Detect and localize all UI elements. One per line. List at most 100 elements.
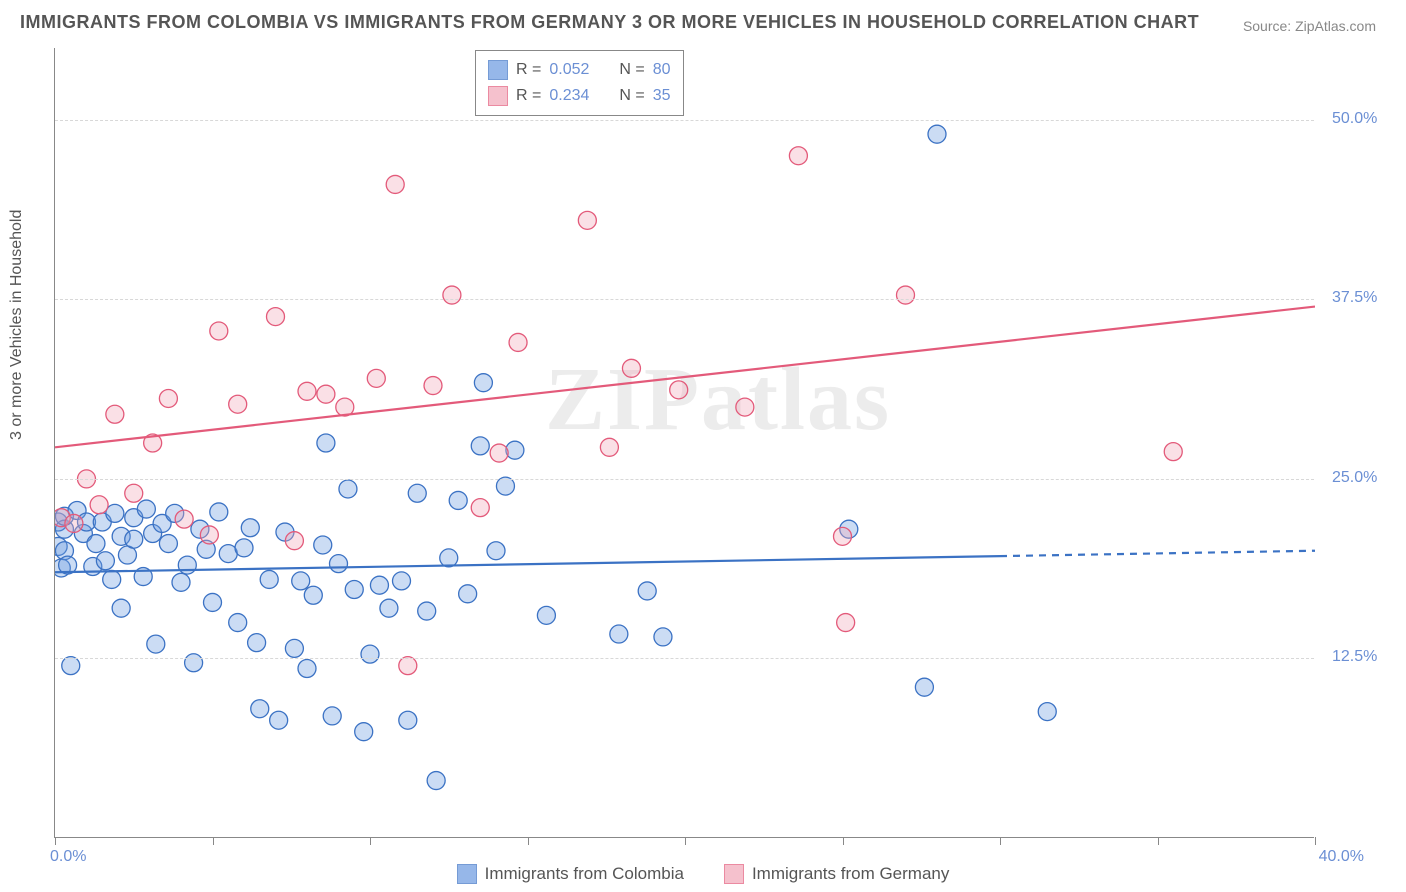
stat-swatch xyxy=(488,60,508,80)
plot-area: ZIPatlas R =0.052N =80R =0.234N =35 xyxy=(54,48,1314,838)
grid-line xyxy=(55,479,1314,480)
legend-item-germany: Immigrants from Germany xyxy=(724,864,949,884)
scatter-point xyxy=(210,322,228,340)
scatter-point xyxy=(298,660,316,678)
scatter-point xyxy=(251,700,269,718)
scatter-point xyxy=(178,556,196,574)
scatter-point xyxy=(459,585,477,603)
scatter-point xyxy=(670,381,688,399)
scatter-point xyxy=(229,614,247,632)
scatter-point xyxy=(386,175,404,193)
scatter-point xyxy=(200,526,218,544)
r-label: R = xyxy=(516,61,541,79)
stat-legend-row: R = 0.234 N = 35 xyxy=(488,83,671,109)
legend-item-colombia: Immigrants from Colombia xyxy=(457,864,684,884)
scatter-point xyxy=(487,542,505,560)
scatter-point xyxy=(443,286,461,304)
scatter-point xyxy=(229,395,247,413)
y-tick-label: 37.5% xyxy=(1332,289,1377,307)
x-tick xyxy=(1315,837,1316,845)
n-value: 35 xyxy=(653,87,671,105)
chart-title: IMMIGRANTS FROM COLOMBIA VS IMMIGRANTS F… xyxy=(20,12,1199,33)
x-tick xyxy=(213,837,214,845)
grid-line xyxy=(55,658,1314,659)
scatter-point xyxy=(285,532,303,550)
scatter-point xyxy=(292,572,310,590)
scatter-point xyxy=(474,374,492,392)
n-label: N = xyxy=(619,87,644,105)
scatter-point xyxy=(370,576,388,594)
scatter-point xyxy=(159,389,177,407)
scatter-point xyxy=(837,614,855,632)
scatter-point xyxy=(298,382,316,400)
scatter-point xyxy=(159,535,177,553)
scatter-point xyxy=(834,527,852,545)
stat-legend-box: R = 0.052 N = 80 R = 0.234 N = 35 xyxy=(475,50,684,116)
scatter-point xyxy=(267,308,285,326)
scatter-point xyxy=(427,772,445,790)
scatter-point xyxy=(424,377,442,395)
scatter-point xyxy=(367,369,385,387)
x-tick xyxy=(1000,837,1001,845)
stat-legend-row: R =0.052N =80 xyxy=(488,57,671,83)
scatter-point xyxy=(87,535,105,553)
scatter-point xyxy=(393,572,411,590)
scatter-point xyxy=(638,582,656,600)
scatter-point xyxy=(600,438,618,456)
trend-line-dashed xyxy=(1000,551,1315,556)
x-tick xyxy=(55,837,56,845)
scatter-point xyxy=(418,602,436,620)
scatter-point xyxy=(235,539,253,557)
scatter-point xyxy=(789,147,807,165)
scatter-point xyxy=(248,634,266,652)
legend-swatch-germany xyxy=(724,864,744,884)
grid-line xyxy=(55,299,1314,300)
grid-line xyxy=(55,120,1314,121)
scatter-point xyxy=(537,606,555,624)
scatter-point xyxy=(440,549,458,567)
scatter-point xyxy=(125,530,143,548)
n-value: 80 xyxy=(653,61,671,79)
scatter-point xyxy=(210,503,228,521)
scatter-point xyxy=(897,286,915,304)
scatter-point xyxy=(408,484,426,502)
scatter-point xyxy=(915,678,933,696)
y-tick-label: 12.5% xyxy=(1332,648,1377,666)
r-label: R = xyxy=(516,87,541,105)
x-tick xyxy=(1158,837,1159,845)
scatter-point xyxy=(147,635,165,653)
scatter-point xyxy=(270,711,288,729)
scatter-point xyxy=(241,519,259,537)
y-tick-label: 25.0% xyxy=(1332,469,1377,487)
scatter-point xyxy=(317,385,335,403)
scatter-point xyxy=(471,437,489,455)
scatter-point xyxy=(355,723,373,741)
y-tick-label: 50.0% xyxy=(1332,110,1377,128)
scatter-point xyxy=(96,552,114,570)
r-value: 0.052 xyxy=(549,61,589,79)
scatter-point xyxy=(330,555,348,573)
scatter-point xyxy=(90,496,108,514)
y-axis-label: 3 or more Vehicles in Household xyxy=(8,210,26,440)
scatter-point xyxy=(106,405,124,423)
scatter-point xyxy=(361,645,379,663)
scatter-point xyxy=(622,359,640,377)
scatter-point xyxy=(1164,443,1182,461)
source-text: Source: ZipAtlas.com xyxy=(1243,18,1376,34)
scatter-point xyxy=(345,581,363,599)
legend-swatch-colombia xyxy=(457,864,477,884)
legend-label-germany: Immigrants from Germany xyxy=(752,864,949,884)
scatter-point xyxy=(172,573,190,591)
scatter-point xyxy=(65,514,83,532)
scatter-chart xyxy=(55,48,1315,838)
scatter-point xyxy=(490,444,508,462)
scatter-point xyxy=(471,499,489,517)
scatter-point xyxy=(449,491,467,509)
scatter-point xyxy=(260,570,278,588)
scatter-point xyxy=(185,654,203,672)
bottom-legend: Immigrants from Colombia Immigrants from… xyxy=(0,864,1406,884)
scatter-point xyxy=(112,599,130,617)
r-value: 0.234 xyxy=(549,87,589,105)
scatter-point xyxy=(654,628,672,646)
x-tick xyxy=(528,837,529,845)
